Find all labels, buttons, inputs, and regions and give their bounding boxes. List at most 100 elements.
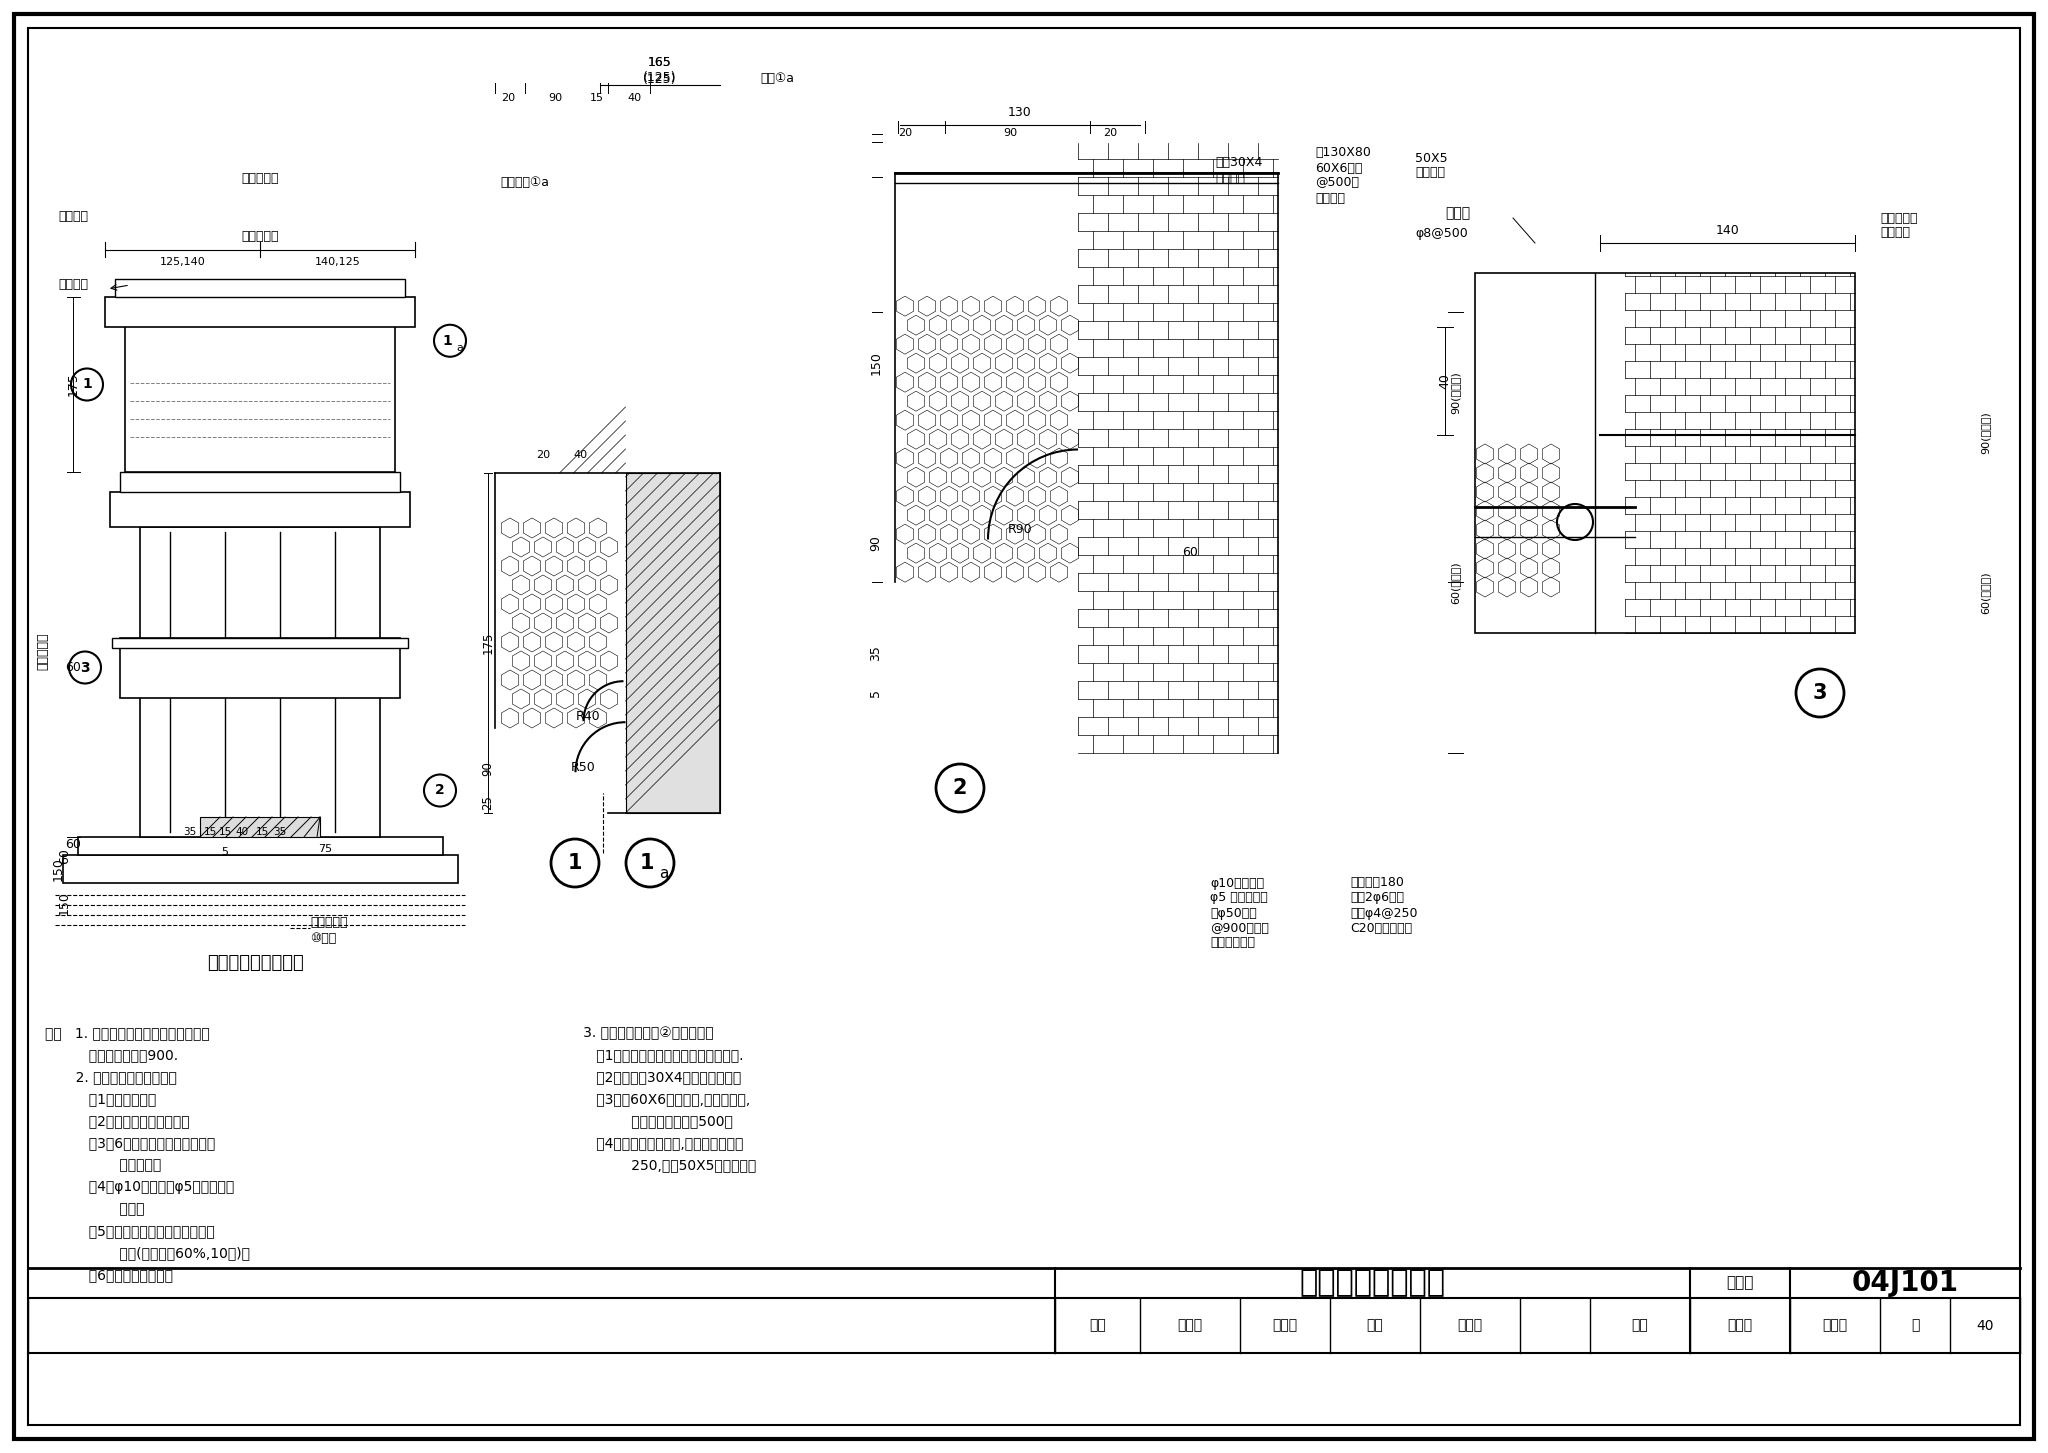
Bar	[115, 279, 406, 296]
Text: （3）6厚抗裂砂浆压入一层耐碱: （3）6厚抗裂砂浆压入一层耐碱	[45, 1136, 215, 1149]
Text: 90: 90	[549, 93, 561, 103]
Text: 90(多孔砖): 90(多孔砖)	[1450, 372, 1460, 414]
Text: 2. 窗套、腰线安装做法：: 2. 窗套、腰线安装做法：	[45, 1069, 176, 1084]
Text: 40: 40	[1438, 373, 1452, 389]
Text: φ10塑料胀管: φ10塑料胀管	[1210, 876, 1264, 889]
Text: (125): (125)	[643, 71, 676, 84]
Text: 腰线(粘贴面积60%,10厚)；: 腰线(粘贴面积60%,10厚)；	[45, 1247, 250, 1260]
Text: 王忠利: 王忠利	[1458, 1318, 1483, 1332]
Text: 加φ50垫圈: 加φ50垫圈	[1210, 907, 1257, 920]
Text: 60: 60	[66, 838, 82, 851]
Text: 75: 75	[317, 844, 332, 854]
Text: 1: 1	[567, 853, 582, 873]
Text: 35: 35	[272, 827, 287, 837]
Text: 通长腰线: 通长腰线	[57, 279, 88, 292]
Text: R50: R50	[571, 761, 596, 773]
Text: 长130X80: 长130X80	[1315, 147, 1370, 160]
Text: 140: 140	[1716, 225, 1739, 237]
Bar	[113, 638, 408, 648]
Text: 15: 15	[219, 827, 231, 837]
Text: 聚合物砂浆: 聚合物砂浆	[1880, 212, 1917, 225]
Text: （4）φ10塑料胀管φ5加长木螺丝: （4）φ10塑料胀管φ5加长木螺丝	[45, 1180, 233, 1194]
Text: 2: 2	[434, 783, 444, 798]
Text: 注：   1. 聚苯板窗套、腰线按设计形状加: 注： 1. 聚苯板窗套、腰线按设计形状加	[45, 1026, 209, 1040]
Text: 60X6扁钢: 60X6扁钢	[1315, 161, 1362, 174]
Text: 按工程设计: 按工程设计	[242, 173, 279, 186]
Bar	[625, 474, 721, 814]
Text: 60(普通砖): 60(普通砖)	[1980, 571, 1991, 615]
Text: 130: 130	[1008, 106, 1032, 119]
Text: 双排30X4: 双排30X4	[1214, 157, 1262, 170]
Text: 90(多孔砖): 90(多孔砖)	[1980, 411, 1991, 455]
Text: 165: 165	[647, 57, 672, 70]
Text: 按工程设计: 按工程设计	[37, 632, 49, 670]
Text: 60: 60	[1182, 546, 1198, 559]
Text: 按工程设计: 按工程设计	[242, 231, 279, 244]
Text: 1: 1	[82, 378, 92, 391]
Text: 150: 150	[57, 891, 72, 915]
Text: 20: 20	[502, 93, 514, 103]
Bar	[1475, 273, 1855, 634]
Text: 1: 1	[639, 853, 653, 873]
Text: 图集号: 图集号	[1726, 1276, 1753, 1290]
Text: 工成型，每段长900.: 工成型，每段长900.	[45, 1048, 178, 1062]
Text: 加固；: 加固；	[45, 1202, 145, 1216]
Text: 20: 20	[537, 450, 551, 461]
Text: 25: 25	[481, 795, 494, 811]
Text: （2）焊双排30X4扁钢长同窗口；: （2）焊双排30X4扁钢长同窗口；	[569, 1069, 741, 1084]
Text: 35: 35	[870, 645, 883, 661]
Text: 90: 90	[1004, 128, 1018, 138]
Text: (125): (125)	[643, 73, 676, 86]
Text: 250,预埋50X5角钢通长．: 250,预埋50X5角钢通长．	[569, 1158, 756, 1173]
Text: R40: R40	[575, 709, 600, 722]
Text: 阎凤祥: 阎凤祥	[1823, 1318, 1847, 1332]
Text: 3: 3	[80, 661, 90, 674]
Bar	[104, 296, 416, 327]
Text: 40: 40	[629, 93, 643, 103]
Text: 5: 5	[221, 847, 229, 857]
Text: 40: 40	[236, 827, 248, 837]
Bar	[78, 837, 442, 854]
Text: 阎凤祥: 阎凤祥	[1726, 1318, 1753, 1332]
Text: 孔纲男: 孔纲男	[1272, 1318, 1298, 1332]
Text: （6）墙面清理修补．: （6）墙面清理修补．	[45, 1268, 172, 1282]
Text: 通长腰线按: 通长腰线按	[309, 917, 348, 930]
Text: 中间均分且不大于500；: 中间均分且不大于500；	[569, 1114, 733, 1128]
Text: 175: 175	[481, 632, 494, 654]
Text: 2: 2	[952, 777, 967, 798]
Text: 90: 90	[870, 535, 883, 551]
Text: （3）焊60X6扁钢支架,两端平窗口,: （3）焊60X6扁钢支架,两端平窗口,	[569, 1093, 750, 1106]
Text: 校对: 校对	[1366, 1318, 1382, 1332]
Text: a: a	[457, 343, 463, 353]
Text: 玻纤网布: 玻纤网布	[1880, 227, 1911, 240]
Text: 孙钢男: 孙钢男	[1178, 1318, 1202, 1332]
Text: 用于①a: 用于①a	[760, 71, 795, 84]
Text: 页: 页	[1911, 1318, 1919, 1332]
Text: 3. 外窗台窗套采用②节点做法：: 3. 外窗台窗套采用②节点做法：	[569, 1026, 713, 1040]
Text: 窗套、腰线立面示意: 窗套、腰线立面示意	[207, 955, 303, 972]
Bar	[111, 493, 410, 527]
Text: 现浇带宽180: 现浇带宽180	[1350, 876, 1403, 889]
Text: 20: 20	[1104, 128, 1116, 138]
Text: 设计: 设计	[1632, 1318, 1649, 1332]
Text: 35: 35	[184, 827, 197, 837]
Text: （1）外墙涂料；: （1）外墙涂料；	[45, 1093, 156, 1106]
Text: 扁钢通长: 扁钢通长	[1214, 171, 1245, 185]
Text: 虚线用于①a: 虚线用于①a	[500, 176, 549, 189]
Text: 60: 60	[66, 661, 82, 674]
Text: （5）聚合物砂浆粘贴聚苯窗套、: （5）聚合物砂浆粘贴聚苯窗套、	[45, 1223, 215, 1238]
Bar	[121, 472, 399, 493]
Text: （2）底层涂料柔性腻子；: （2）底层涂料柔性腻子；	[45, 1114, 190, 1128]
Text: @900于聚苯: @900于聚苯	[1210, 921, 1270, 934]
Text: 15: 15	[256, 827, 268, 837]
Text: 15: 15	[203, 827, 217, 837]
Text: 60(普通砖): 60(普通砖)	[1450, 562, 1460, 604]
Text: 角钢焊接: 角钢焊接	[1315, 192, 1346, 205]
Text: ⑩做法: ⑩做法	[309, 931, 336, 944]
Text: 125,140: 125,140	[160, 257, 205, 267]
Bar	[121, 638, 399, 697]
Text: φ8@500: φ8@500	[1415, 227, 1468, 240]
Text: 玻纤网布；: 玻纤网布；	[45, 1158, 162, 1173]
Text: 3: 3	[1812, 683, 1827, 703]
Text: 箍筋φ4@250: 箍筋φ4@250	[1350, 907, 1417, 920]
